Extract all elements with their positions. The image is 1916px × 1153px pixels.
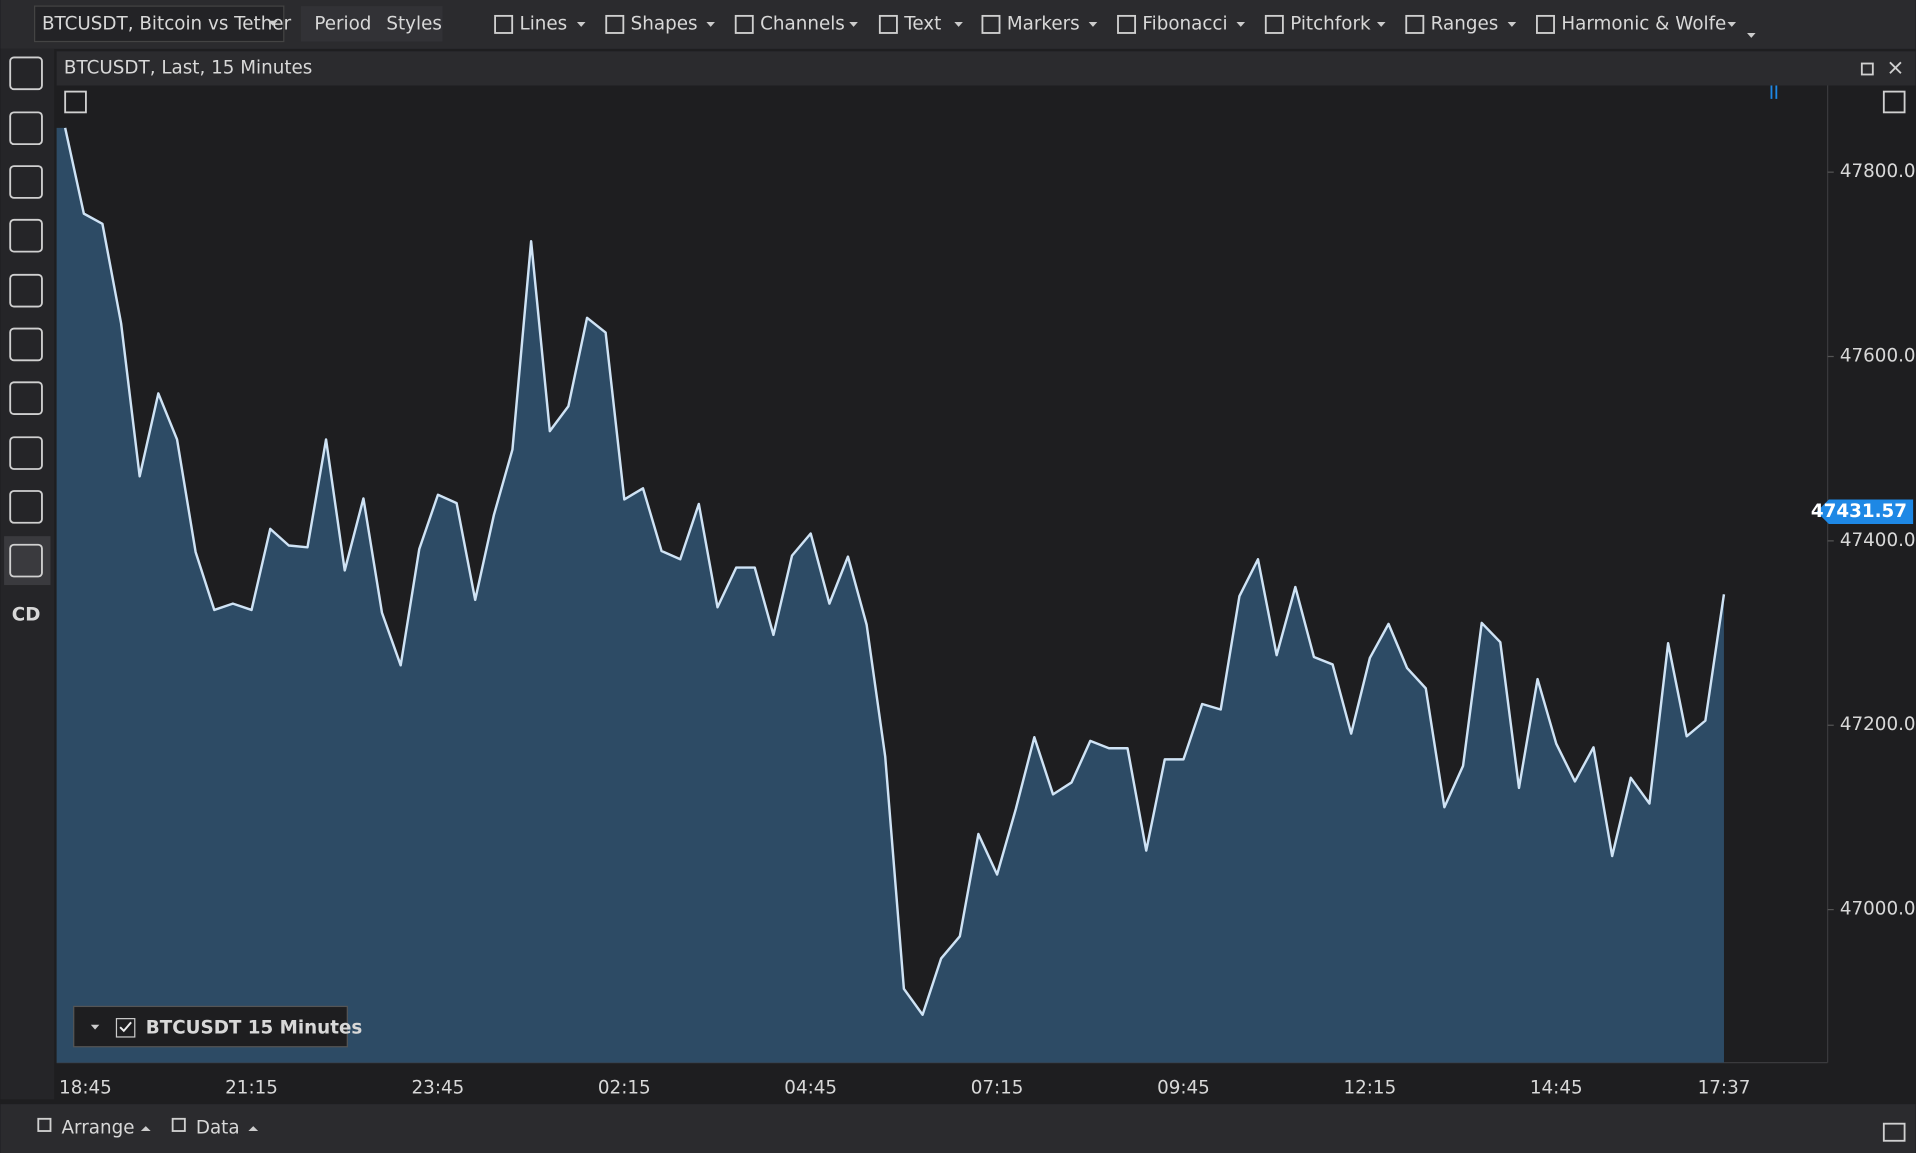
x-tick-label: 09:45: [1157, 1077, 1210, 1098]
toolbar-button[interactable]: Text: [903, 13, 941, 34]
x-tick-label: 21:15: [225, 1077, 278, 1098]
tool-button[interactable]: [9, 273, 43, 308]
toolbar-button[interactable]: Pitchfork: [1290, 13, 1371, 34]
toolbar-button[interactable]: Harmonic & Wolfe: [1561, 13, 1726, 34]
tool-button[interactable]: [9, 436, 43, 470]
toolbar-button[interactable]: Lines: [520, 13, 568, 34]
tool-button[interactable]: [9, 381, 43, 415]
cd-button[interactable]: CD: [12, 605, 41, 626]
y-tick-label: 47000.00: [1840, 899, 1916, 920]
area-fill: [56, 127, 1724, 1063]
toolbar-button[interactable]: Styles: [386, 13, 442, 34]
tool-button[interactable]: [9, 165, 43, 199]
tool-button[interactable]: [9, 111, 43, 146]
x-tick-label: 12:15: [1343, 1077, 1396, 1098]
overflow-arrow: [1747, 32, 1756, 38]
x-tick-label: 14:45: [1530, 1077, 1583, 1098]
y-tick-label: 47600.00: [1840, 346, 1916, 367]
toolbar-icon: [1536, 14, 1555, 34]
toolbar-icon: [981, 14, 1001, 34]
legend-arrow[interactable]: [90, 1024, 100, 1030]
toolbar-button[interactable]: Shapes: [631, 13, 698, 34]
tool-button[interactable]: [9, 218, 43, 253]
toolbar-icon: [878, 14, 898, 34]
toolbar-button[interactable]: Period: [314, 13, 371, 34]
toolbar-icon: [605, 14, 625, 34]
panel-toggle[interactable]: [64, 90, 87, 114]
toolbar-button[interactable]: Ranges: [1431, 13, 1499, 34]
dropdown-arrow: [1088, 21, 1098, 27]
arrow: [140, 1126, 151, 1132]
toolbar-icon: [1264, 14, 1284, 34]
data-icon: [171, 1117, 186, 1132]
dropdown-arrow: [706, 21, 715, 27]
dropdown-arrow: [849, 21, 858, 27]
symbol-select[interactable]: [34, 5, 285, 43]
x-tick-label: 23:45: [412, 1077, 465, 1098]
close-button[interactable]: [1889, 61, 1902, 74]
toolbar-icon: [1405, 14, 1425, 34]
dropdown-arrow: [267, 20, 278, 26]
toolbar-icon: [494, 14, 514, 34]
period-styles-group: [300, 6, 443, 42]
checkmark: [119, 1021, 132, 1033]
dropdown-arrow: [1376, 21, 1386, 27]
tool-button[interactable]: [9, 490, 43, 524]
panel-icon[interactable]: [1882, 1122, 1906, 1142]
chart-header: [56, 51, 1916, 86]
toolbar-button[interactable]: Channels: [760, 13, 845, 34]
tool-button[interactable]: [9, 327, 43, 362]
arrow: [248, 1126, 259, 1132]
toolbar-icon: [1117, 14, 1137, 34]
price-line: [63, 127, 1726, 1016]
toolbar-button[interactable]: Fibonacci: [1142, 13, 1227, 34]
x-tick-label: 07:15: [971, 1077, 1024, 1098]
dropdown-arrow: [1727, 21, 1737, 27]
toolbar-icon: [734, 14, 754, 34]
bottom-button[interactable]: Arrange: [61, 1118, 134, 1139]
last-price-tag: [1816, 499, 1914, 524]
panel-toggle-right[interactable]: [1882, 90, 1906, 114]
dropdown-arrow: [954, 21, 963, 27]
y-tick-label: 47400.00: [1840, 530, 1916, 551]
arrange-icon: [37, 1117, 52, 1132]
x-tick-label: 02:15: [598, 1077, 651, 1098]
dropdown-arrow: [1507, 21, 1517, 27]
legend-label: BTCUSDT 15 Minutes: [146, 1017, 363, 1038]
dropdown-arrow: [576, 21, 586, 27]
x-tick-label: 17:37: [1698, 1077, 1751, 1098]
maximize-button[interactable]: [1860, 62, 1874, 76]
last-price-label: 47431.57: [1811, 501, 1907, 522]
dropdown-arrow: [1236, 21, 1246, 27]
bottom-bar: [0, 1104, 1916, 1153]
tool-button[interactable]: [9, 56, 43, 91]
x-tick-label: 18:45: [59, 1077, 112, 1098]
pause-indicator: [1770, 85, 1778, 99]
chart-title: BTCUSDT, Last, 15 Minutes: [64, 57, 312, 78]
tool-button[interactable]: [9, 543, 43, 578]
y-tick-label: 47200.00: [1840, 714, 1916, 735]
x-tick-label: 04:45: [784, 1077, 837, 1098]
bottom-button[interactable]: Data: [196, 1118, 240, 1139]
toolbar-button[interactable]: Markers: [1007, 13, 1080, 34]
y-tick-label: 47800.00: [1840, 161, 1916, 182]
symbol-text: BTCUSDT, Bitcoin vs Tether: [42, 13, 292, 34]
